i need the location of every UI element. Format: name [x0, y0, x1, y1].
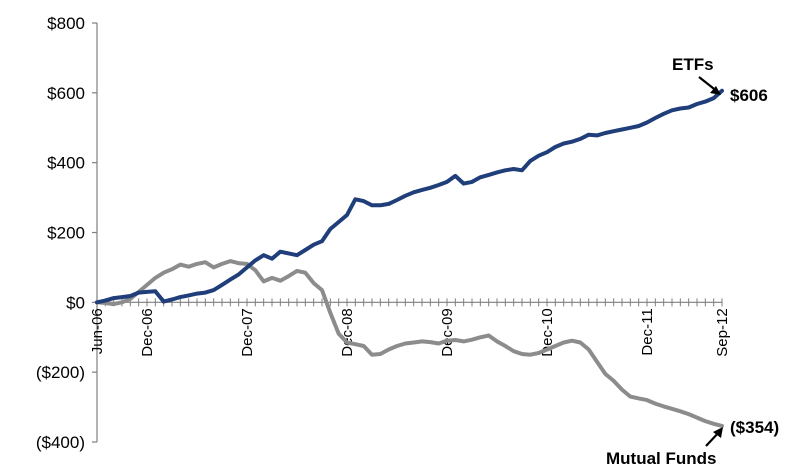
x-tick-label: Jun-06 — [89, 308, 106, 354]
x-tick-label: Sep-12 — [714, 308, 731, 356]
mutual-funds-line — [95, 259, 724, 428]
y-tick-label: $200 — [47, 224, 85, 243]
x-tick-label: Dec-11 — [639, 308, 656, 355]
etfs-line — [95, 88, 724, 305]
annotations: ETFs $606 ($354) Mutual Funds — [606, 55, 779, 468]
mutual-funds-arrowhead — [713, 427, 723, 438]
mutual-funds-value-label: ($354) — [730, 418, 779, 437]
y-tick-label: $800 — [47, 14, 85, 33]
etfs-arrowhead — [710, 86, 721, 95]
x-tick-label: Dec-09 — [439, 308, 456, 356]
x-tick-label: Dec-08 — [339, 308, 356, 356]
etfs-label: ETFs — [672, 55, 714, 74]
x-tick-label: Dec-07 — [239, 308, 256, 356]
x-axis: Jun-06 Dec-06 Dec-07 Dec-08 Dec-09 Dec-10 Dec-… — [89, 298, 731, 357]
y-tick-label: $600 — [47, 84, 85, 103]
y-tick-label: $400 — [47, 154, 85, 173]
x-tick-label: Dec-06 — [139, 308, 156, 356]
y-tick-label: ($400) — [36, 433, 85, 452]
y-tick-label: $0 — [66, 293, 85, 312]
y-tick-label: ($200) — [36, 363, 85, 382]
x-tick-label: Dec-10 — [539, 308, 556, 356]
mutual-funds-label: Mutual Funds — [606, 449, 716, 468]
etfs-value-label: $606 — [730, 86, 768, 105]
y-axis: $800 $600 $400 $200 $0 ($200) ($400) — [36, 14, 98, 452]
series-lines — [95, 88, 724, 428]
